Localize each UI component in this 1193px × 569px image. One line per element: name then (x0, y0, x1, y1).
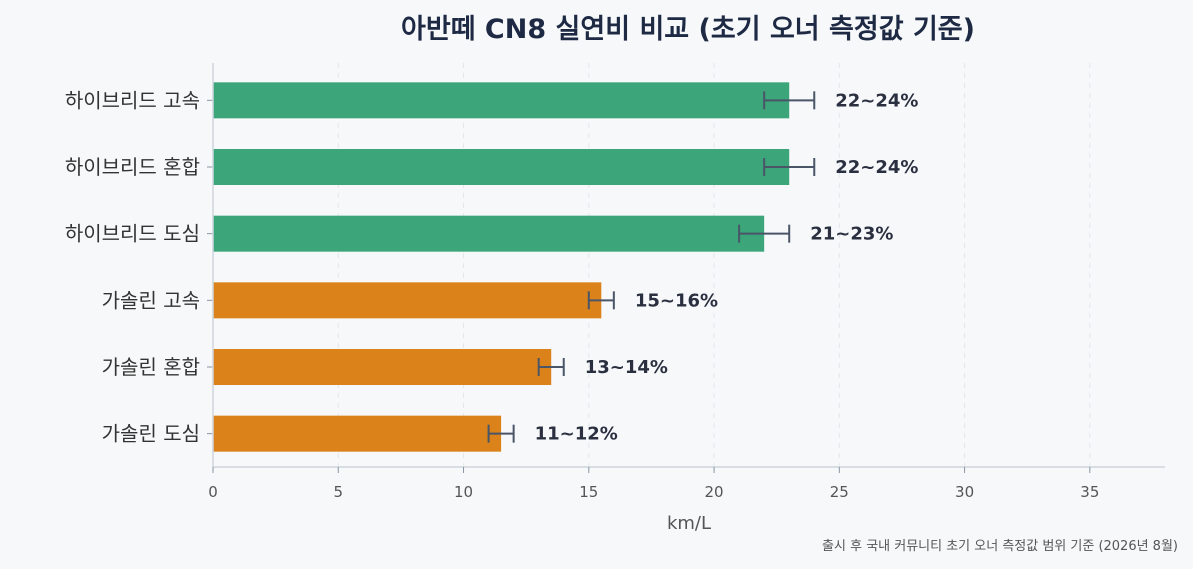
x-tick-label: 0 (208, 483, 218, 501)
bar (213, 282, 602, 319)
category-label: 가솔린 고속 (102, 288, 200, 312)
x-tick-label: 15 (579, 483, 598, 501)
x-tick-label: 25 (830, 483, 849, 501)
category-label: 하이브리드 도심 (65, 222, 200, 246)
data-label: 11~12% (535, 424, 618, 445)
data-label: 22~24% (835, 157, 918, 178)
grid (337, 63, 1091, 467)
error-bars (487, 91, 816, 443)
chart-title: 아반떼 CN8 실연비 비교 (초기 오너 측정값 기준) (401, 14, 975, 45)
bars (213, 82, 790, 452)
x-tick-label: 30 (955, 483, 974, 501)
x-ticks: 0 5 10 15 20 25 30 35 (208, 467, 1099, 501)
x-tick-label: 10 (454, 483, 473, 501)
data-labels: 22~24% 22~24% 21~23% 15~16% 13~14% 11~12% (535, 90, 919, 444)
x-tick-label: 20 (705, 483, 724, 501)
bar (213, 149, 790, 185)
x-tick-label: 5 (333, 483, 343, 501)
category-label: 가솔린 도심 (102, 422, 200, 446)
data-label: 13~14% (585, 357, 668, 378)
category-label: 하이브리드 혼합 (65, 155, 200, 179)
axes (212, 63, 1165, 468)
x-tick-label: 35 (1080, 483, 1099, 501)
data-label: 15~16% (635, 290, 718, 311)
category-label: 하이브리드 고속 (65, 88, 200, 112)
bar (213, 349, 552, 385)
bar (213, 82, 790, 119)
x-axis-label: km/L (667, 513, 711, 534)
data-label: 22~24% (835, 90, 918, 111)
bar (213, 215, 765, 252)
footnote: 출시 후 국내 커뮤니티 초기 오너 측정값 범위 기준 (2026년 8월) (822, 539, 1178, 554)
data-label: 21~23% (810, 224, 893, 245)
category-label: 가솔린 혼합 (102, 355, 200, 379)
bar (213, 415, 502, 452)
